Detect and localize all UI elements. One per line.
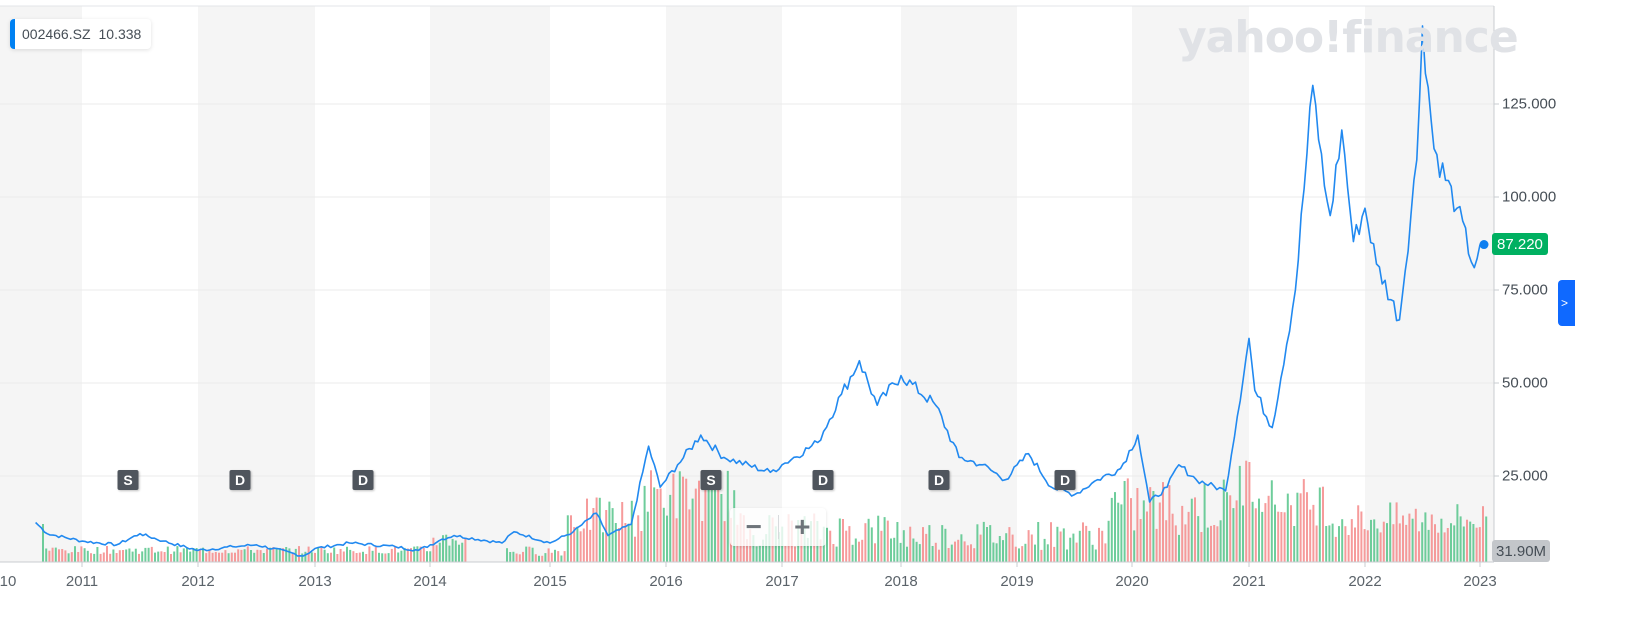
dividend-event-marker[interactable]: D	[1054, 470, 1076, 490]
y-tick-label: 100.000	[1502, 188, 1557, 206]
legend-value: 10.338	[98, 26, 142, 42]
dividend-event-marker[interactable]: D	[352, 470, 374, 490]
volume-bars	[42, 460, 1488, 562]
x-tick-label: 2015	[533, 573, 567, 590]
split-event-marker[interactable]: S	[700, 470, 722, 490]
x-tick-label: 2012	[181, 573, 215, 590]
zoom-separator	[777, 515, 779, 539]
y-tick-marks	[1494, 103, 1499, 477]
x-tick-label: 2014	[413, 573, 447, 590]
x-tick-label: 2021	[1232, 573, 1266, 590]
dividend-event-marker[interactable]: D	[812, 470, 834, 490]
price-line	[35, 25, 1481, 557]
current-price-badge: 87.220	[1492, 233, 1548, 255]
side-panel-toggle[interactable]: >	[1558, 280, 1575, 326]
y-tick-label: 125.000	[1502, 95, 1557, 113]
x-tick-label: 2022	[1348, 573, 1382, 590]
legend-box[interactable]: 002466.SZ 10.338	[10, 19, 152, 49]
chevron-right-icon: >	[1561, 296, 1569, 310]
x-tick-label: 2019	[1000, 573, 1034, 590]
x-tick-marks	[81, 562, 1481, 567]
legend-symbol: 002466.SZ	[22, 26, 91, 42]
x-tick-label: 2013	[298, 573, 332, 590]
split-event-marker[interactable]: S	[117, 470, 139, 490]
dividend-event-marker[interactable]: D	[229, 470, 251, 490]
yahoo-finance-watermark: yahoo!finance	[1178, 12, 1519, 63]
x-tick-label: 10	[0, 573, 17, 590]
y-tick-label: 50.000	[1502, 374, 1548, 392]
last-price-dot	[1479, 240, 1489, 250]
zoom-in-button[interactable]: +	[794, 511, 811, 542]
x-tick-label: 2020	[1115, 573, 1149, 590]
zoom-out-button[interactable]: −	[745, 511, 762, 542]
year-shading	[0, 6, 1494, 562]
y-tick-label: 75.000	[1502, 281, 1548, 299]
x-tick-label: 2016	[649, 573, 683, 590]
dividend-event-marker[interactable]: D	[928, 470, 950, 490]
x-tick-label: 2023	[1463, 573, 1497, 590]
x-tick-label: 2011	[65, 573, 99, 590]
zoom-controls: − +	[730, 508, 826, 546]
current-volume-badge: 31.90M	[1492, 540, 1551, 562]
series-color-swatch	[10, 19, 15, 49]
y-tick-label: 25.000	[1502, 467, 1548, 485]
x-tick-label: 2017	[765, 573, 799, 590]
gridlines	[0, 103, 1494, 477]
x-tick-label: 2018	[884, 573, 918, 590]
